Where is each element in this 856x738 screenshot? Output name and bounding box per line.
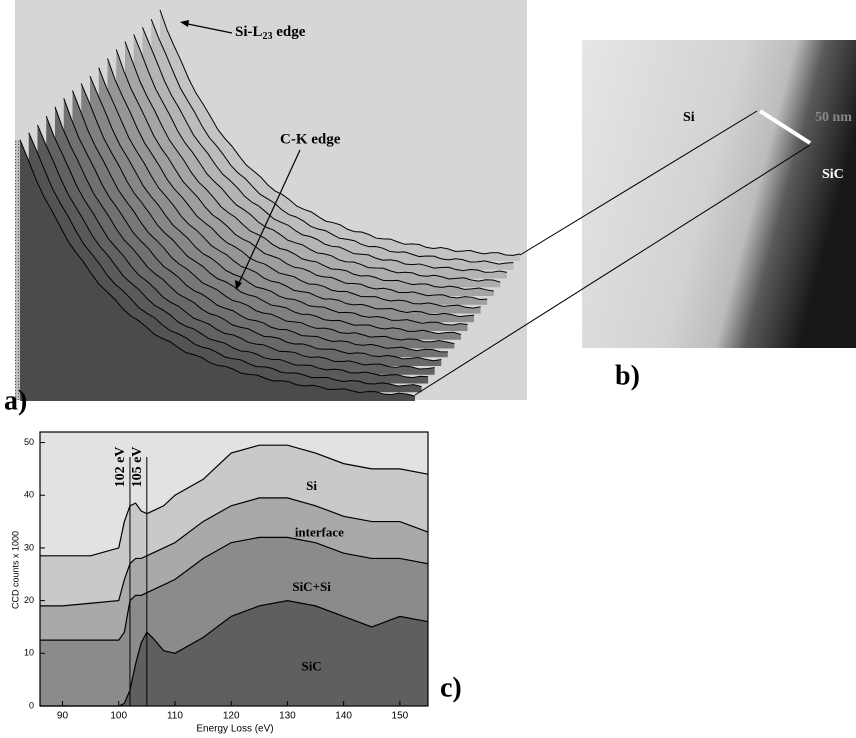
y-tick-label: 0 [29, 700, 34, 710]
sic-label: SiC [822, 167, 844, 182]
figure: Si-L23 edge C-K edge a) Si 50 nm SiC b) … [0, 0, 856, 738]
y-axis-label: CCD counts x 1000 [10, 531, 20, 609]
si-label: Si [683, 110, 695, 125]
annotation-label: 105 eV [130, 447, 145, 488]
y-tick-label: 50 [24, 437, 34, 447]
x-tick-label: 100 [110, 711, 127, 722]
panel-label: a) [4, 385, 27, 416]
y-tick-label: 10 [24, 648, 34, 658]
series-label: interface [295, 524, 344, 539]
annotation-label: 102 eV [113, 447, 128, 488]
x-tick-label: 110 [167, 711, 183, 722]
x-tick-label: 140 [335, 711, 352, 722]
panel-label: c) [440, 672, 462, 703]
series-label: Si [306, 478, 317, 493]
x-axis-label: Energy Loss (eV) [196, 724, 273, 735]
scale-label: 50 nm [815, 110, 852, 125]
x-tick-label: 130 [279, 711, 296, 722]
y-tick-label: 20 [24, 595, 34, 605]
y-tick-label: 30 [24, 542, 34, 552]
panel-label: b) [615, 360, 640, 391]
x-tick-label: 120 [223, 711, 240, 722]
x-tick-label: 90 [57, 711, 69, 722]
ck-edge-label: C-K edge [280, 131, 341, 147]
tem-image [582, 40, 856, 348]
series-label: SiC [301, 659, 321, 674]
y-tick-label: 40 [24, 490, 34, 500]
series-label: SiC+Si [292, 579, 331, 594]
x-tick-label: 150 [392, 711, 409, 722]
